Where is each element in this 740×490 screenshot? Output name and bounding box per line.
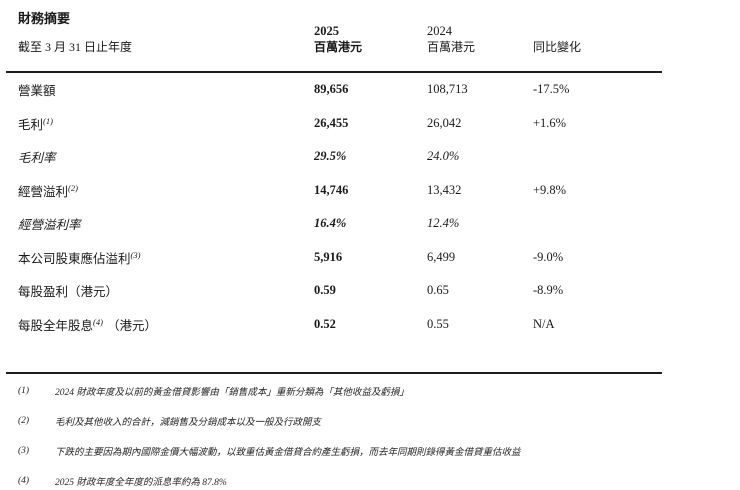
footnote-4: (4) 2025 財政年度全年度的派息率約為 87.8% (6, 466, 740, 490)
row-label-text: 本公司股東應佔溢利 (18, 251, 131, 266)
column-unit-2025: 百萬港元 (314, 40, 363, 54)
column-header-2025: 2025 百萬港元 (314, 24, 427, 55)
footnote-number: (4) (18, 476, 30, 486)
footnote-1: (1) 2024 財政年度及以前的黃金借貸影響由「銷售成本」重新分類為「其他收益… (6, 376, 740, 406)
column-year-2024: 2024 (427, 24, 452, 38)
value-2025: 26,455 (314, 115, 349, 130)
footnote-ref: (3) (130, 249, 141, 260)
footnote-ref: (1) (43, 115, 53, 126)
footnote-number: (2) (18, 416, 30, 426)
value-2024: 0.65 (427, 283, 449, 298)
footnotes-divider (6, 372, 662, 374)
row-label: 每股全年股息(4) （港元） (6, 315, 314, 334)
table-header: 財務摘要 截至 3 月 31 日止年度 2025 百萬港元 2024 百萬港元 … (6, 0, 662, 55)
row-label: 經營溢利率 (6, 214, 314, 233)
value-2025: 5,916 (314, 249, 343, 264)
table-row-eps: 每股盈利（港元） 0.59 0.65 -8.9% (6, 274, 662, 308)
footnote-3: (3) 下跌的主要因為期內國際金價大幅波動，以致重估黃金借貸合約產生虧損，而去年… (6, 436, 740, 466)
footnote-ref: (4) (93, 316, 103, 327)
period-label: 截至 3 月 31 日止年度 (18, 40, 133, 54)
value-2025: 29.5% (314, 149, 347, 164)
table-row-operating-profit: 經營溢利(2) 14,746 13,432 +9.8% (6, 174, 662, 208)
row-label: 毛利(1) (6, 114, 314, 133)
value-2024: 12.4% (427, 216, 460, 231)
row-label: 經營溢利(2) (6, 181, 314, 200)
footnote-2: (2) 毛利及其他收入的合計，減銷售及分銷成本以及一般及行政開支 (6, 406, 740, 436)
footnote-text: 2025 財政年度全年度的派息率約為 87.8% (55, 478, 227, 488)
row-label: 每股盈利（港元） (6, 281, 314, 300)
value-yoy: +1.6% (533, 115, 567, 130)
row-label: 毛利率 (6, 147, 314, 166)
value-2025: 0.59 (314, 283, 336, 298)
value-2025: 89,656 (314, 82, 349, 97)
column-year-2025: 2025 (314, 24, 339, 38)
row-label-text: 經營溢利率 (18, 218, 81, 233)
header-left: 財務摘要 截至 3 月 31 日止年度 (6, 11, 314, 55)
value-2025: 0.52 (314, 316, 336, 331)
page-title: 財務摘要 (18, 11, 71, 26)
value-2024: 6,499 (427, 249, 456, 264)
row-label-text: 毛利 (18, 117, 44, 132)
row-label: 營業額 (6, 80, 314, 99)
table-row-revenue: 營業額 89,656 108,713 -17.5% (6, 73, 662, 107)
table-row-dividend: 每股全年股息(4) （港元） 0.52 0.55 N/A (6, 308, 662, 342)
value-2025: 16.4% (314, 216, 347, 231)
value-yoy: -8.9% (533, 283, 564, 298)
row-label-text: 毛利率 (18, 151, 56, 166)
value-2024: 26,042 (427, 115, 462, 130)
value-2024: 0.55 (427, 316, 449, 331)
header-divider (6, 71, 662, 73)
footnotes-section: (1) 2024 財政年度及以前的黃金借貸影響由「銷售成本」重新分類為「其他收益… (6, 376, 740, 490)
footnote-text: 毛利及其他收入的合計，減銷售及分銷成本以及一般及行政開支 (55, 418, 322, 428)
row-label-text: 經營溢利 (18, 184, 69, 199)
footnote-text: 下跌的主要因為期內國際金價大幅波動，以致重估黃金借貸合約產生虧損，而去年同期則錄… (55, 448, 521, 458)
column-unit-2024: 百萬港元 (427, 40, 476, 54)
column-label-yoy: 同比變化 (533, 40, 582, 54)
row-label: 本公司股東應佔溢利(3) (6, 248, 314, 267)
row-label-text: 營業額 (18, 84, 56, 99)
value-yoy: +9.8% (533, 182, 567, 197)
column-header-2024: 2024 百萬港元 (427, 24, 533, 55)
row-label-text: 每股盈利（港元） (18, 285, 119, 300)
table-row-profit-attributable: 本公司股東應佔溢利(3) 5,916 6,499 -9.0% (6, 241, 662, 275)
table-row-operating-margin: 經營溢利率 16.4% 12.4% (6, 207, 662, 241)
value-yoy: -9.0% (533, 249, 564, 264)
column-header-yoy: 同比變化 (533, 39, 662, 55)
value-2024: 24.0% (427, 149, 460, 164)
value-yoy: N/A (533, 316, 555, 331)
footnote-text: 2024 財政年度及以前的黃金借貸影響由「銷售成本」重新分類為「其他收益及虧損」 (55, 388, 409, 398)
footnote-number: (3) (18, 446, 30, 456)
footnote-number: (1) (18, 386, 30, 396)
row-label-text: 每股全年股息 (18, 318, 94, 333)
footnote-ref: (2) (68, 182, 78, 193)
value-2025: 14,746 (314, 182, 349, 197)
table-row-gross-profit: 毛利(1) 26,455 26,042 +1.6% (6, 107, 662, 141)
row-label-suffix: （港元） (106, 318, 157, 333)
value-2024: 13,432 (427, 182, 462, 197)
table-row-gross-margin: 毛利率 29.5% 24.0% (6, 140, 662, 174)
value-yoy: -17.5% (533, 82, 570, 97)
value-2024: 108,713 (427, 82, 468, 97)
